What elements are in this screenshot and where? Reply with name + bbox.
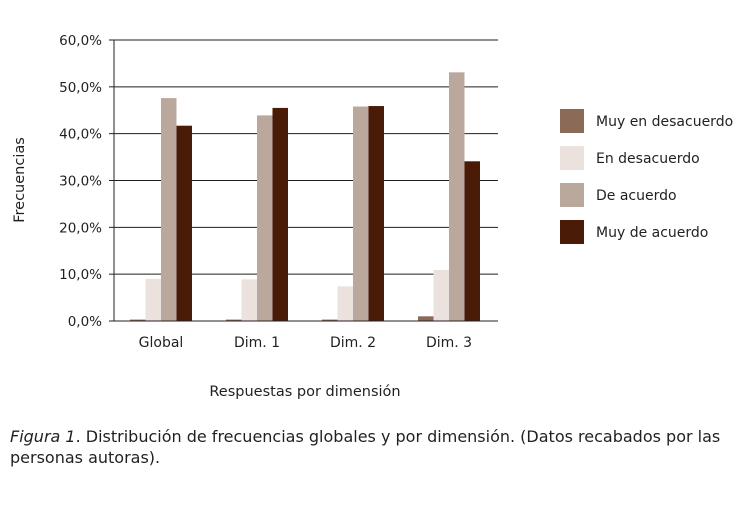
x-axis-title: Respuestas por dimensión [209, 384, 400, 400]
bar [272, 107, 288, 322]
bar [161, 98, 177, 321]
y-axis-title: Frecuencias [12, 137, 28, 223]
bar [176, 125, 192, 321]
bar [145, 278, 161, 321]
y-tick-label: 40,0% [59, 127, 102, 143]
caption-text: . Distribución de frecuencias globales y… [10, 427, 721, 467]
figure-label: Figura 1 [10, 427, 76, 446]
bar [449, 72, 465, 321]
axes: 0,0% 10,0% 20,0% 30,0% 40,0% 50,0% 60,0% Global… [59, 33, 498, 351]
bar [418, 316, 434, 321]
legend-label: En desacuerdo [596, 151, 700, 167]
legend-swatch [560, 109, 584, 133]
bar [337, 286, 353, 321]
legend-swatch [560, 220, 584, 244]
y-tick-label: 30,0% [59, 174, 102, 190]
bar [368, 106, 384, 321]
x-tick-label: Dim. 1 [234, 335, 280, 351]
bar [130, 319, 146, 321]
legend-label: De acuerdo [596, 188, 677, 204]
bar [257, 115, 273, 321]
legend-label: Muy en desacuerdo [596, 114, 733, 130]
bars [130, 72, 480, 322]
y-tick-label: 10,0% [59, 267, 102, 283]
bar [322, 319, 338, 321]
legend-swatch [560, 146, 584, 170]
figure-caption: Figura 1. Distribución de frecuencias gl… [10, 426, 745, 468]
legend-swatch [560, 183, 584, 207]
y-tick-label: 60,0% [59, 33, 102, 49]
legend: Muy en desacuerdo En desacuerdo De acuerdo… [560, 109, 733, 244]
bar [226, 319, 242, 321]
y-tick-label: 50,0% [59, 80, 102, 96]
y-tick-label: 20,0% [59, 220, 102, 236]
x-tick-label: Global [139, 335, 184, 351]
legend-label: Muy de acuerdo [596, 225, 708, 241]
bar [464, 161, 480, 321]
x-tick-label: Dim. 3 [426, 335, 472, 351]
bar [433, 269, 449, 321]
bar [353, 106, 369, 322]
bar [241, 279, 257, 321]
bar-chart: 0,0% 10,0% 20,0% 30,0% 40,0% 50,0% 60,0% Global… [12, 33, 733, 400]
x-tick-label: Dim. 2 [330, 335, 376, 351]
y-tick-label: 0,0% [68, 314, 102, 330]
